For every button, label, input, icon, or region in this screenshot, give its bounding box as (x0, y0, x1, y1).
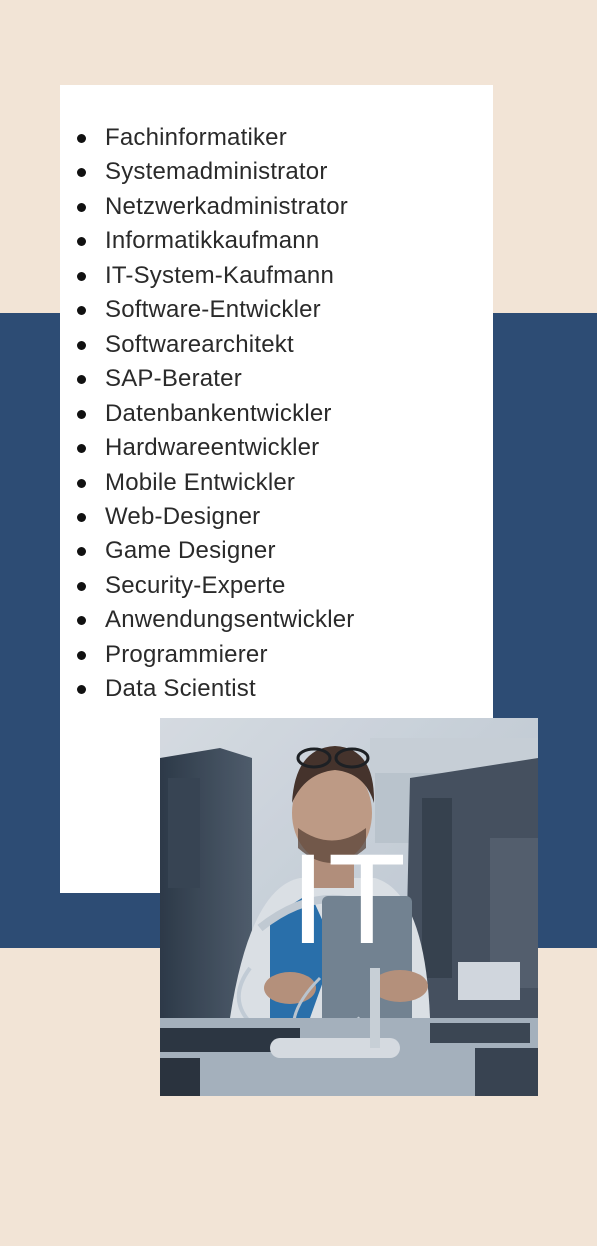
job-title-label: Software-Entwickler (105, 296, 321, 324)
job-title-label: Datenbankentwickler (105, 399, 332, 427)
bullet-icon (77, 271, 86, 281)
bullet-icon (77, 237, 86, 247)
bullet-icon (77, 134, 86, 143)
bullet-icon (77, 306, 86, 316)
bullet-icon (77, 616, 86, 626)
bullet-icon (77, 512, 86, 522)
bullet-icon (77, 685, 86, 695)
job-title-label: Anwendungsentwickler (105, 606, 355, 634)
bullet-icon (77, 650, 86, 660)
job-title-label: Game Designer (105, 537, 276, 565)
it-photo: IT (160, 718, 538, 1096)
bullet-icon (77, 581, 86, 591)
bullet-icon (77, 409, 86, 419)
job-title-label: Mobile Entwickler (105, 468, 296, 496)
bullet-icon (77, 444, 86, 454)
job-title-label: Web-Designer (105, 502, 261, 530)
job-title-label: Programmierer (105, 640, 268, 668)
job-title-label: Informatikkaufmann (105, 227, 320, 255)
job-title-label: Netzwerkadministrator (105, 192, 348, 220)
job-title-label: Hardwareentwickler (105, 434, 320, 462)
developer-photo-illustration (160, 718, 538, 1096)
job-title-label: SAP-Berater (105, 365, 242, 393)
bullet-icon (77, 375, 86, 385)
bullet-icon (77, 202, 86, 212)
job-title-label: Systemadministrator (105, 158, 328, 186)
bullet-icon (77, 168, 86, 178)
job-title-label: IT-System-Kaufmann (105, 261, 335, 289)
bullet-icon (77, 478, 86, 488)
bullet-icon (77, 547, 86, 557)
job-title-label: Data Scientist (105, 675, 256, 703)
job-title-label: Security-Experte (105, 571, 286, 599)
job-title-label: Softwarearchitekt (105, 330, 294, 358)
it-overlay-title: IT (290, 828, 408, 971)
job-title-label: Fachinformatiker (105, 124, 287, 151)
bullet-icon (77, 340, 86, 350)
